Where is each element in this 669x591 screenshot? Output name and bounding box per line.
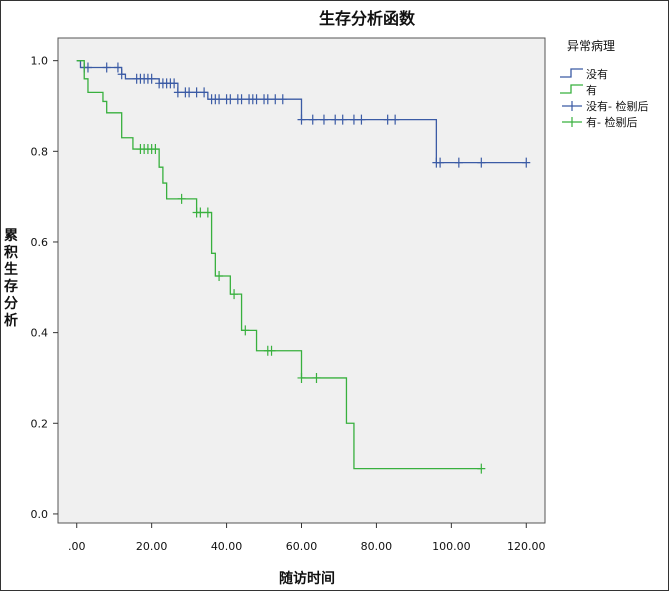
x-axis-title: 随访时间: [279, 570, 335, 587]
censor-mark: [312, 372, 321, 383]
x-tick-label: .00: [68, 540, 86, 553]
censor-mark: [383, 114, 392, 125]
censor-mark: [319, 114, 328, 125]
censor-mark: [185, 87, 194, 98]
y-tick-label: 0.0: [31, 508, 49, 521]
censor-mark: [267, 345, 276, 356]
chart-title: 生存分析函数: [319, 9, 416, 28]
censor-mark: [338, 114, 347, 125]
censor-mark: [113, 62, 122, 73]
legend-label: 有- 检剔后: [586, 115, 637, 129]
censor-mark: [170, 78, 179, 89]
censor-mark: [241, 325, 250, 336]
censor-mark: [203, 207, 212, 218]
censor-mark: [192, 87, 201, 98]
censor-mark: [117, 69, 126, 80]
censor-mark: [173, 87, 182, 98]
censor-mark: [436, 157, 445, 168]
legend-title: 异常病理: [567, 38, 615, 53]
x-axis: .00 20.00 40.00 60.00 80.00 100.00 120.00: [68, 523, 546, 553]
censor-mark: [522, 157, 531, 168]
series-layer: [76, 60, 531, 474]
x-tick-label: 100.00: [432, 540, 471, 553]
legend-censor-swatch: [562, 117, 582, 127]
censor-mark: [308, 114, 317, 125]
censor-mark: [477, 463, 486, 474]
y-axis: 0.0 0.2 0.4 0.6 0.8 1.0: [31, 55, 58, 521]
y-tick-label: 1.0: [31, 55, 49, 68]
censor-mark: [454, 157, 463, 168]
censor-mark: [271, 94, 280, 105]
censor-mark: [147, 73, 156, 84]
legend-step-swatch: [560, 84, 583, 94]
censor-mark: [297, 114, 306, 125]
censor-mark: [349, 114, 358, 125]
censor-mark: [83, 62, 92, 73]
y-tick-label: 0.4: [31, 327, 49, 340]
legend-label: 没有- 检剔后: [586, 99, 648, 113]
x-tick-label: 120.00: [507, 540, 546, 553]
x-tick-label: 60.00: [286, 540, 318, 553]
censor-mark: [237, 94, 246, 105]
censor-mark: [477, 157, 486, 168]
x-tick-label: 80.00: [361, 540, 393, 553]
censor-mark: [252, 94, 261, 105]
censor-mark: [357, 114, 366, 125]
legend-censor-swatch: [562, 101, 582, 111]
x-tick-label: 40.00: [211, 540, 243, 553]
censor-mark: [331, 114, 340, 125]
censor-mark: [102, 62, 111, 73]
censor-mark: [278, 94, 287, 105]
censor-mark: [263, 94, 272, 105]
censor-mark: [196, 207, 205, 218]
censor-mark: [297, 372, 306, 383]
legend-label: 没有: [586, 67, 608, 81]
censor-mark: [215, 94, 224, 105]
censor-mark: [177, 193, 186, 204]
x-tick-label: 20.00: [136, 540, 168, 553]
y-tick-label: 0.2: [31, 417, 49, 430]
censor-mark: [391, 114, 400, 125]
censor-mark: [200, 87, 209, 98]
censor-mark: [230, 289, 239, 300]
y-tick-label: 0.8: [31, 145, 49, 158]
censor-mark: [215, 270, 224, 281]
y-axis-title: 累积生存分析: [4, 228, 18, 329]
y-tick-label: 0.6: [31, 236, 49, 249]
censor-mark: [226, 94, 235, 105]
legend-label: 有: [586, 83, 597, 97]
legend-step-swatch: [560, 68, 583, 78]
censor-mark: [151, 144, 160, 155]
